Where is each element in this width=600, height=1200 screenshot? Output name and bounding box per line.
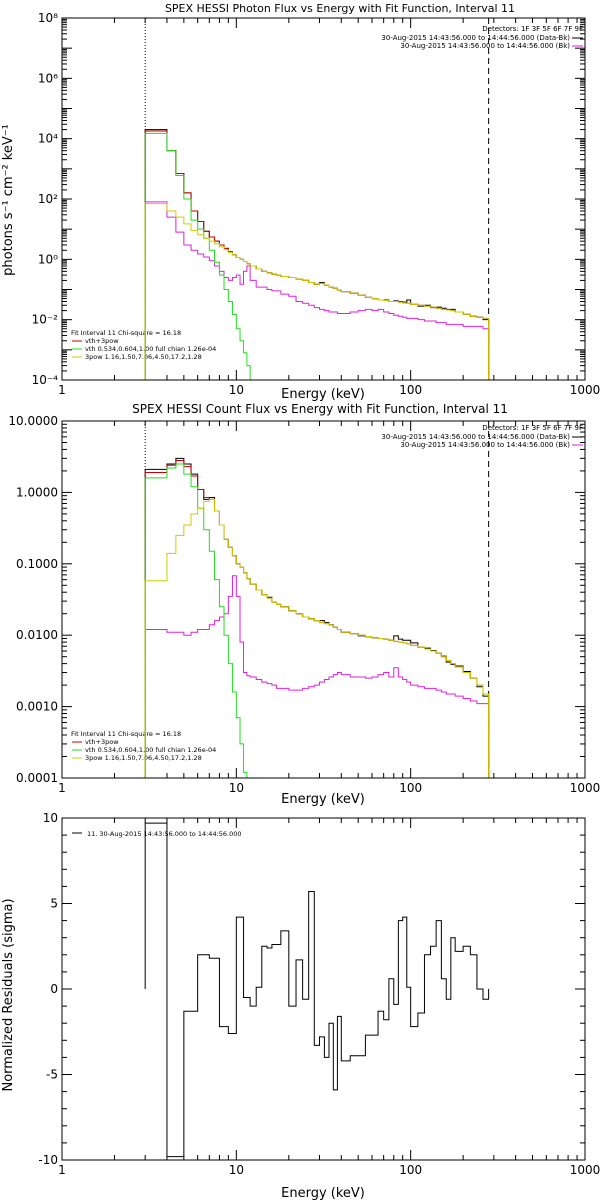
legend-vth3pow: vth+3pow	[85, 337, 119, 345]
x-axis-label: Energy (keV)	[281, 387, 365, 402]
y-tick-label: 10⁸	[38, 11, 58, 25]
x-tick-label: 1	[58, 383, 66, 397]
y-tick-label: 10⁰	[38, 252, 58, 266]
legend-3pow: 3pow 1.16,1.50,7.06,4.50,17.2,1.28	[85, 754, 202, 762]
y-axis: 0.0001 0.0010 0.0100 0.1000 1.0000 10.0000	[8, 414, 585, 785]
chart-title: SPEX HESSI Count Flux vs Energy with Fit…	[132, 402, 508, 416]
plot-frame	[61, 17, 586, 381]
x-tick-label: 100	[399, 781, 422, 795]
legend-vth: vth 0.534,0.604,1.00 full chian 1.26e-04	[85, 746, 216, 754]
x-tick-label: 1	[58, 1163, 66, 1177]
series-3pow	[144, 203, 490, 380]
x-tick-label: 1	[58, 781, 66, 795]
y-axis-label: photons s⁻¹ cm⁻² keV⁻¹	[1, 124, 16, 276]
x-tick-label: 10	[229, 1163, 244, 1177]
series-Bk	[144, 201, 490, 380]
x-tick-label: 10	[229, 781, 244, 795]
plot-frame	[61, 420, 586, 779]
x-tick-label: 10	[229, 383, 244, 397]
series-Bk	[144, 575, 490, 778]
series-3pow	[144, 498, 490, 778]
y-tick-label: 0.0010	[16, 700, 58, 714]
y-tick-label: 0.0100	[16, 628, 58, 642]
y-tick-label: 10.0000	[8, 414, 58, 428]
plot-area	[144, 129, 490, 380]
y-tick-label: 10⁻⁴	[32, 373, 59, 387]
legend-detectors: Detectors: 1F 3F 5F 6F 7F 9F	[482, 424, 583, 432]
chart-title: SPEX HESSI Photon Flux vs Energy with Fi…	[165, 2, 515, 15]
x-axis-label: Energy (keV)	[281, 792, 365, 807]
legend-detectors: Detectors: 1F 3F 5F 6F 7F 9F	[482, 25, 583, 33]
y-tick-label: 0.1000	[16, 557, 58, 571]
y-tick-label: 10²	[38, 192, 58, 206]
photon-flux-panel: SPEX HESSI Photon Flux vs Energy with Fi…	[1, 2, 600, 402]
x-tick-label: 100	[399, 1163, 422, 1177]
legend-vth3pow: vth+3pow	[85, 738, 119, 746]
x-tick-label: 1000	[570, 383, 600, 397]
legend-3pow: 3pow 1.16,1.50,7.06,4.50,17.2,1.28	[85, 353, 202, 361]
y-axis-label: Normalized Residuals (sigma)	[1, 898, 16, 1091]
x-axis-label: Energy (keV)	[281, 1186, 365, 1200]
y-tick-label: 10⁶	[38, 71, 58, 85]
x-tick-label: 100	[399, 383, 422, 397]
legend-data-bk: 30-Aug-2015 14:43:56.000 to 14:44:56.000…	[381, 34, 570, 42]
y-tick-label: 10	[43, 811, 58, 825]
plot-area	[144, 457, 490, 778]
legend-vth: vth 0.534,0.604,1.00 full chian 1.26e-04	[85, 345, 216, 353]
plot-frame	[61, 817, 586, 1161]
y-tick-label: -5	[46, 1068, 58, 1082]
plot-area	[144, 822, 490, 1158]
legend-bk: 30-Aug-2015 14:43:56.000 to 14:44:56.000…	[400, 42, 570, 50]
legend-residuals: 11. 30-Aug-2015 14:43:56.000 to 14:44:56…	[87, 830, 242, 838]
legend-fit-interval: Fit Interval 11 Chi-square = 16.18	[71, 730, 181, 738]
y-tick-label: 0.0001	[16, 771, 58, 785]
y-tick-label: 5	[50, 897, 58, 911]
count-flux-panel: SPEX HESSI Count Flux vs Energy with Fit…	[8, 402, 600, 807]
y-tick-label: 1.0000	[16, 485, 58, 499]
residuals-panel: Normalized Residuals (sigma) Energy (keV…	[1, 811, 600, 1200]
series-residuals	[144, 822, 490, 1158]
y-tick-label: -10	[38, 1153, 58, 1167]
legend-fit-interval: Fit Interval 11 Chi-square = 16.18	[71, 329, 181, 337]
legend-bk: 30-Aug-2015 14:43:56.000 to 14:44:56.000…	[400, 441, 570, 449]
legend-data-bk: 30-Aug-2015 14:43:56.000 to 14:44:56.000…	[381, 433, 570, 441]
x-axis: 1 10 100 1000	[58, 818, 600, 1177]
y-tick-label: 0	[50, 982, 58, 996]
y-axis: 10⁻⁴ 10⁻² 10⁰ 10² 10⁴ 10⁶ 10⁸	[32, 11, 585, 387]
x-tick-label: 1000	[570, 1163, 600, 1177]
y-tick-label: 10⁴	[38, 132, 58, 146]
y-tick-label: 10⁻²	[32, 313, 59, 327]
x-tick-label: 1000	[570, 781, 600, 795]
series-vth	[144, 463, 248, 778]
